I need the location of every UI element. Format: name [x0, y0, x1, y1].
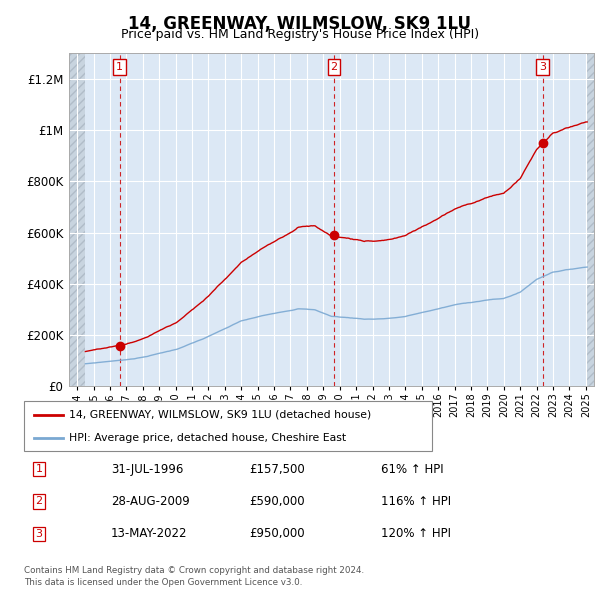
Text: 1: 1	[116, 62, 123, 72]
Text: 2: 2	[331, 62, 338, 72]
Text: £590,000: £590,000	[249, 495, 305, 508]
Text: 14, GREENWAY, WILMSLOW, SK9 1LU (detached house): 14, GREENWAY, WILMSLOW, SK9 1LU (detache…	[69, 409, 371, 419]
Text: £950,000: £950,000	[249, 527, 305, 540]
Text: Contains HM Land Registry data © Crown copyright and database right 2024.
This d: Contains HM Land Registry data © Crown c…	[24, 566, 364, 587]
Text: 2: 2	[35, 497, 43, 506]
Text: 61% ↑ HPI: 61% ↑ HPI	[381, 463, 443, 476]
Polygon shape	[586, 53, 594, 386]
Text: Price paid vs. HM Land Registry's House Price Index (HPI): Price paid vs. HM Land Registry's House …	[121, 28, 479, 41]
Text: 1: 1	[35, 464, 43, 474]
Text: 28-AUG-2009: 28-AUG-2009	[111, 495, 190, 508]
Text: £157,500: £157,500	[249, 463, 305, 476]
Text: 13-MAY-2022: 13-MAY-2022	[111, 527, 187, 540]
Text: HPI: Average price, detached house, Cheshire East: HPI: Average price, detached house, Ches…	[69, 433, 346, 443]
Polygon shape	[69, 53, 85, 386]
Text: 14, GREENWAY, WILMSLOW, SK9 1LU: 14, GREENWAY, WILMSLOW, SK9 1LU	[128, 15, 472, 33]
FancyBboxPatch shape	[24, 401, 432, 451]
Text: 120% ↑ HPI: 120% ↑ HPI	[381, 527, 451, 540]
Text: 3: 3	[539, 62, 546, 72]
Text: 3: 3	[35, 529, 43, 539]
Text: 116% ↑ HPI: 116% ↑ HPI	[381, 495, 451, 508]
Text: 31-JUL-1996: 31-JUL-1996	[111, 463, 184, 476]
